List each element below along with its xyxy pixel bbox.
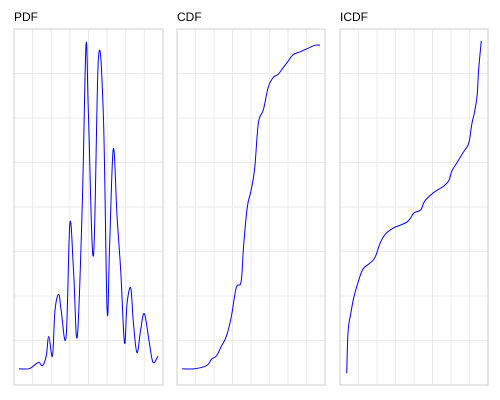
panel-cdf: CDF: [176, 10, 326, 386]
series-line-icdf: [346, 40, 482, 374]
grid-pdf: [14, 29, 163, 385]
grid-cdf: [177, 29, 325, 385]
panels: PDF CDF ICDF: [13, 10, 489, 386]
panel-frame-icdf: [339, 28, 489, 386]
panel-icdf: ICDF: [339, 10, 489, 386]
panel-title-icdf: ICDF: [340, 10, 368, 24]
panel-pdf: PDF: [13, 10, 164, 386]
panel-frame-cdf: [176, 28, 326, 386]
panel-title-pdf: PDF: [14, 10, 38, 24]
panel-frame-pdf: [13, 28, 164, 386]
series-line-cdf: [181, 44, 321, 370]
series-line-pdf: [18, 41, 159, 370]
panel-title-cdf: CDF: [177, 10, 202, 24]
grid-icdf: [340, 29, 488, 385]
